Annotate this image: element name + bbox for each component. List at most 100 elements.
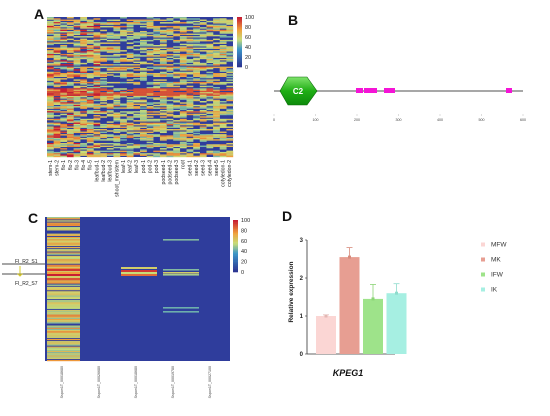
- heatmap-a-cell: [120, 17, 127, 19]
- heatmap-a-cell: [60, 66, 68, 69]
- heatmap-a-cell: [219, 131, 227, 134]
- heatmap-a-cell: [73, 81, 81, 84]
- heatmap-a-cell: [66, 92, 74, 94]
- colorbar-segment: [233, 259, 238, 261]
- heatmap-a-cell: [193, 143, 200, 145]
- heatmap-a-cell: [53, 39, 61, 42]
- heatmap-a-cell: [73, 29, 81, 32]
- heatmap-a-cell: [140, 104, 147, 107]
- heatmap-a-cell: [206, 118, 214, 121]
- heatmap-a-cell: [47, 25, 54, 28]
- heatmap-a-cell: [86, 155, 94, 158]
- heatmap-a-cell: [93, 56, 101, 58]
- heatmap-a-cell: [199, 140, 207, 142]
- heatmap-a-cell: [80, 137, 88, 140]
- heatmap-a-cell: [80, 145, 88, 148]
- heatmap-a-cell: [213, 122, 220, 125]
- heatmap-a-cell: [146, 93, 154, 95]
- heatmap-a-cell: [226, 88, 234, 90]
- heatmap-a-cell: [206, 79, 214, 81]
- heatmap-a-cell: [53, 55, 61, 57]
- heatmap-a-cell: [166, 154, 174, 156]
- heatmap-a-cell: [219, 50, 227, 52]
- heatmap-a-cell: [73, 39, 81, 42]
- heatmap-a-cell: [140, 48, 147, 51]
- heatmap-a-cell: [126, 93, 134, 95]
- heatmap-a-cell: [120, 59, 127, 61]
- heatmap-a-cell: [53, 57, 61, 60]
- heatmap-a-cell: [66, 154, 74, 156]
- heatmap-a-cell: [133, 146, 141, 149]
- heatmap-a-cell: [80, 22, 88, 24]
- heatmap-a-cell: [179, 31, 187, 33]
- heatmap-a-cell: [219, 153, 227, 155]
- heatmap-a-cell: [86, 19, 94, 22]
- heatmap-c-cell: [163, 269, 199, 271]
- heatmap-a-cell: [166, 88, 174, 90]
- heatmap-a-cell: [53, 123, 61, 126]
- heatmap-a-cell: [100, 145, 107, 148]
- colorbar-segment: [237, 64, 242, 67]
- heatmap-a-cell: [173, 55, 181, 57]
- heatmap-a-cell: [60, 29, 68, 32]
- heatmap-a-cell: [206, 59, 214, 61]
- heatmap-a-cell: [206, 33, 214, 36]
- heatmap-a-cell: [153, 50, 161, 52]
- heatmap-a-cell: [219, 123, 227, 126]
- heatmap-a-cell: [219, 135, 227, 137]
- heatmap-a-cell: [86, 74, 94, 76]
- heatmap-a-cell: [60, 140, 68, 142]
- heatmap-a-cell: [126, 125, 134, 127]
- heatmap-a-cell: [186, 150, 194, 153]
- heatmap-a-cell: [100, 89, 107, 92]
- heatmap-a-cell: [80, 81, 88, 84]
- heatmap-a-cell: [179, 29, 187, 32]
- colorbar-segment: [237, 59, 242, 62]
- sample-label: podseed-1: [161, 160, 167, 185]
- heatmap-a-cell: [179, 92, 187, 94]
- heatmap-a-cell: [226, 36, 234, 38]
- heatmap-a-cell: [133, 144, 141, 146]
- heatmap-a-cell: [113, 94, 121, 97]
- heatmap-a-cell: [53, 132, 61, 135]
- heatmap-a-cell: [226, 118, 234, 121]
- heatmap-a-cell: [47, 137, 54, 140]
- heatmap-a-cell: [53, 126, 61, 128]
- heatmap-a-cell: [47, 93, 54, 95]
- heatmap-a-cell: [80, 80, 88, 83]
- heatmap-a-cell: [106, 106, 114, 108]
- heatmap-a-cell: [93, 53, 101, 56]
- heatmap-a-cell: [173, 149, 181, 151]
- heatmap-a-cell: [140, 32, 147, 34]
- heatmap-a-cell: [47, 103, 54, 106]
- heatmap-c-cell: [47, 257, 80, 260]
- heatmap-a-cell: [73, 101, 81, 103]
- heatmap-a-cell: [140, 31, 147, 33]
- heatmap-a-cell: [73, 79, 81, 81]
- heatmap-a-cell: [199, 56, 207, 58]
- heatmap-a-cell: [146, 73, 154, 75]
- heatmap-c-cell: [47, 272, 80, 274]
- heatmap-a-cell: [140, 129, 147, 131]
- heatmap-a-cell: [66, 143, 74, 145]
- heatmap-a-cell: [199, 137, 207, 140]
- heatmap-a-cell: [60, 143, 68, 145]
- heatmap-a-cell: [186, 101, 194, 103]
- colorbar-segment: [233, 233, 238, 235]
- heatmap-a-cell: [173, 145, 181, 148]
- heatmap-a-cell: [213, 34, 220, 37]
- heatmap-a-cell: [206, 99, 214, 102]
- y-tick-label: 1: [300, 314, 304, 320]
- heatmap-a-cell: [93, 57, 101, 60]
- panel-b-domain-diagram: C2 0 100 200 300 400 500 600: [273, 76, 526, 122]
- heatmap-a-cell: [53, 130, 61, 132]
- colorbar-segment: [233, 260, 238, 262]
- heatmap-a-cell: [100, 129, 107, 131]
- heatmap-a-cell: [166, 111, 174, 113]
- colorbar-segment: [237, 50, 242, 53]
- heatmap-c-cell: [47, 304, 80, 306]
- sample-label: shoot_meristem: [114, 160, 120, 197]
- axis-tick-label: 300: [396, 118, 402, 122]
- heatmap-a-cell: [206, 53, 214, 56]
- heatmap-a-cell: [206, 129, 214, 131]
